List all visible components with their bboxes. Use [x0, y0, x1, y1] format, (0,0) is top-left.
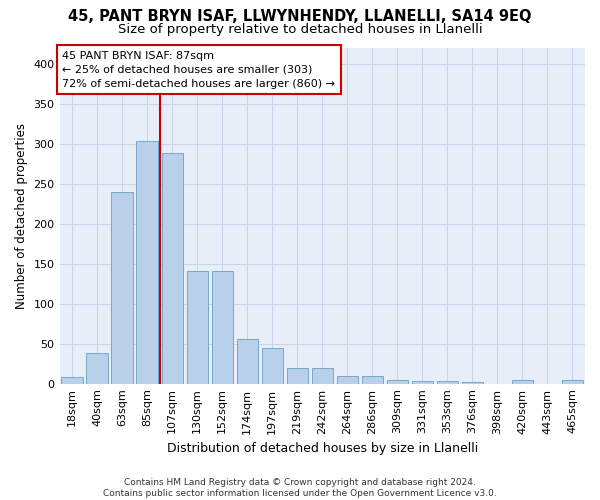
Bar — [112, 192, 133, 384]
Y-axis label: Number of detached properties: Number of detached properties — [15, 122, 28, 308]
Text: 45, PANT BRYN ISAF, LLWYNHENDY, LLANELLI, SA14 9EQ: 45, PANT BRYN ISAF, LLWYNHENDY, LLANELLI… — [68, 9, 532, 24]
Bar — [136, 141, 158, 384]
Bar — [187, 271, 208, 384]
Bar — [562, 380, 583, 384]
Bar — [337, 376, 358, 384]
X-axis label: Distribution of detached houses by size in Llanelli: Distribution of detached houses by size … — [167, 442, 478, 455]
Bar — [161, 153, 183, 384]
Text: Size of property relative to detached houses in Llanelli: Size of property relative to detached ho… — [118, 22, 482, 36]
Bar — [512, 380, 533, 384]
Bar — [387, 380, 408, 384]
Bar — [462, 382, 483, 384]
Bar — [262, 348, 283, 384]
Text: 45 PANT BRYN ISAF: 87sqm
← 25% of detached houses are smaller (303)
72% of semi-: 45 PANT BRYN ISAF: 87sqm ← 25% of detach… — [62, 51, 335, 89]
Bar — [61, 378, 83, 384]
Bar — [236, 339, 258, 384]
Bar — [86, 354, 108, 384]
Bar — [212, 271, 233, 384]
Bar — [311, 368, 333, 384]
Text: Contains HM Land Registry data © Crown copyright and database right 2024.
Contai: Contains HM Land Registry data © Crown c… — [103, 478, 497, 498]
Bar — [412, 382, 433, 384]
Bar — [287, 368, 308, 384]
Bar — [437, 382, 458, 384]
Bar — [362, 376, 383, 384]
